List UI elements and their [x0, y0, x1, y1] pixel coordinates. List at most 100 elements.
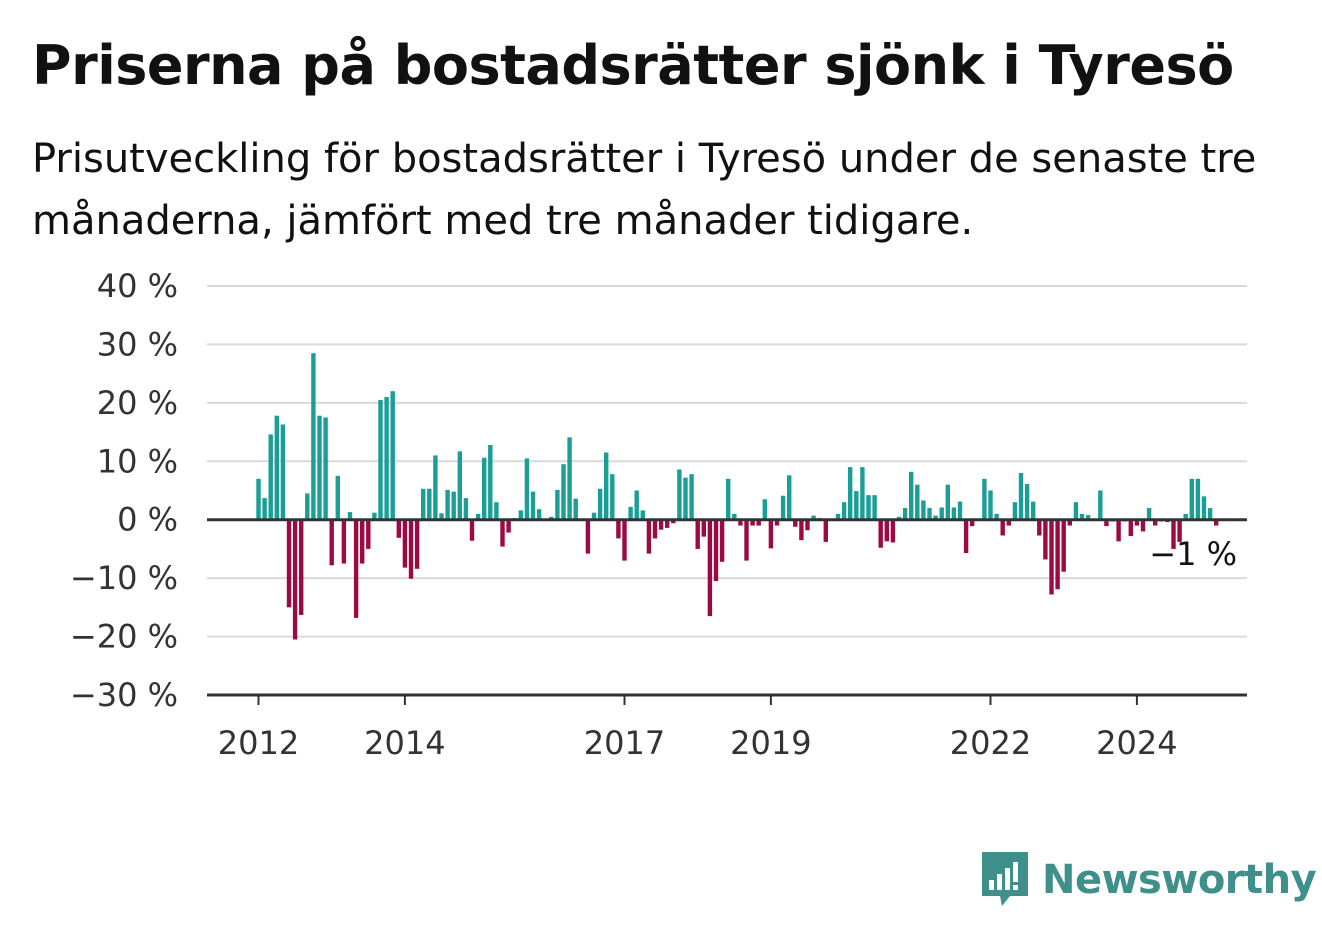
bar — [945, 484, 950, 520]
x-tick-label: 2022 — [950, 724, 1031, 762]
bar — [1037, 519, 1042, 536]
bar — [378, 399, 383, 520]
bar — [1134, 519, 1140, 526]
bar — [915, 484, 920, 520]
bar — [713, 519, 719, 582]
bar — [665, 519, 670, 528]
bar — [445, 489, 450, 520]
bar — [1000, 519, 1005, 536]
x-tick-label: 2014 — [364, 724, 445, 762]
bar — [866, 495, 871, 520]
bar — [805, 519, 810, 531]
bar — [280, 424, 286, 520]
bar — [292, 519, 298, 640]
bar — [311, 353, 316, 520]
bar — [1073, 502, 1079, 520]
bar — [329, 519, 334, 566]
bar — [884, 519, 889, 542]
x-tick-label: 2017 — [584, 724, 665, 762]
bar — [957, 501, 963, 520]
bar — [475, 513, 481, 520]
y-tick-label: 30 % — [97, 325, 178, 363]
bar — [902, 508, 908, 520]
bar — [555, 489, 560, 520]
bar — [963, 519, 969, 554]
bar — [872, 495, 877, 520]
bar — [323, 417, 328, 520]
bar — [372, 512, 377, 520]
bar — [634, 490, 639, 520]
bar — [494, 502, 499, 520]
bar — [939, 507, 944, 520]
y-tick-label: 0 % — [117, 501, 178, 539]
bar — [701, 519, 706, 537]
bar — [927, 508, 932, 520]
bar — [610, 474, 615, 520]
bar — [994, 513, 999, 520]
y-tick-label: 10 % — [97, 442, 178, 480]
bar — [774, 519, 780, 526]
bar — [530, 491, 536, 520]
bar — [616, 519, 621, 539]
bar — [421, 488, 426, 520]
bar — [750, 519, 755, 526]
bar — [854, 491, 859, 520]
bar — [573, 498, 578, 520]
bar — [451, 491, 456, 520]
bar — [793, 519, 798, 527]
bar — [921, 500, 926, 520]
bar — [390, 391, 395, 520]
bar — [561, 464, 566, 520]
bar — [1140, 519, 1146, 532]
bar — [970, 519, 975, 527]
grid-lines — [207, 285, 1247, 638]
bar — [396, 519, 401, 538]
bar — [909, 471, 914, 520]
y-tick-label: 40 % — [97, 267, 178, 305]
bars — [256, 353, 1219, 640]
bar — [414, 519, 420, 569]
bar — [433, 455, 438, 520]
bar — [762, 499, 767, 520]
chart-title: Priserna på bostadsrätter sjönk i Tyresö — [32, 34, 1234, 97]
bar — [408, 519, 414, 579]
bar — [591, 512, 597, 520]
bar — [1018, 472, 1024, 520]
bar — [1104, 519, 1109, 527]
bar — [286, 519, 292, 608]
bar — [518, 510, 523, 520]
x-tick-label: 2024 — [1096, 724, 1177, 762]
bar — [658, 519, 664, 530]
bar — [1153, 519, 1158, 526]
bar — [689, 474, 694, 520]
y-tick-label: 20 % — [97, 384, 178, 422]
bar — [860, 467, 865, 520]
bar — [597, 488, 603, 520]
bar — [1171, 519, 1176, 549]
bar — [848, 467, 853, 520]
bar — [457, 451, 462, 520]
bar — [305, 493, 310, 520]
bar — [1031, 501, 1036, 520]
bar — [506, 519, 511, 533]
x-axis-labels: 2012 2014 2017 2019 2022 2024 — [218, 695, 1178, 762]
bar — [738, 519, 743, 526]
y-axis-labels: 40 % 30 % 20 % 10 % 0 % −10 % −20 % −30 % — [70, 267, 178, 714]
bar — [823, 519, 828, 542]
bar — [982, 478, 987, 520]
bar — [677, 469, 682, 520]
x-tick-label: 2012 — [218, 724, 299, 762]
bar — [402, 519, 408, 568]
bar — [1195, 478, 1201, 520]
bar — [1085, 515, 1091, 520]
bar — [719, 519, 725, 562]
bar — [744, 519, 749, 561]
bar — [683, 477, 688, 520]
bar — [1006, 519, 1011, 526]
bar — [1146, 508, 1152, 520]
bar — [335, 475, 340, 520]
bar — [756, 519, 761, 526]
bar — [341, 519, 347, 564]
last-value-label: −1 % — [1149, 535, 1237, 573]
bar — [427, 488, 432, 520]
